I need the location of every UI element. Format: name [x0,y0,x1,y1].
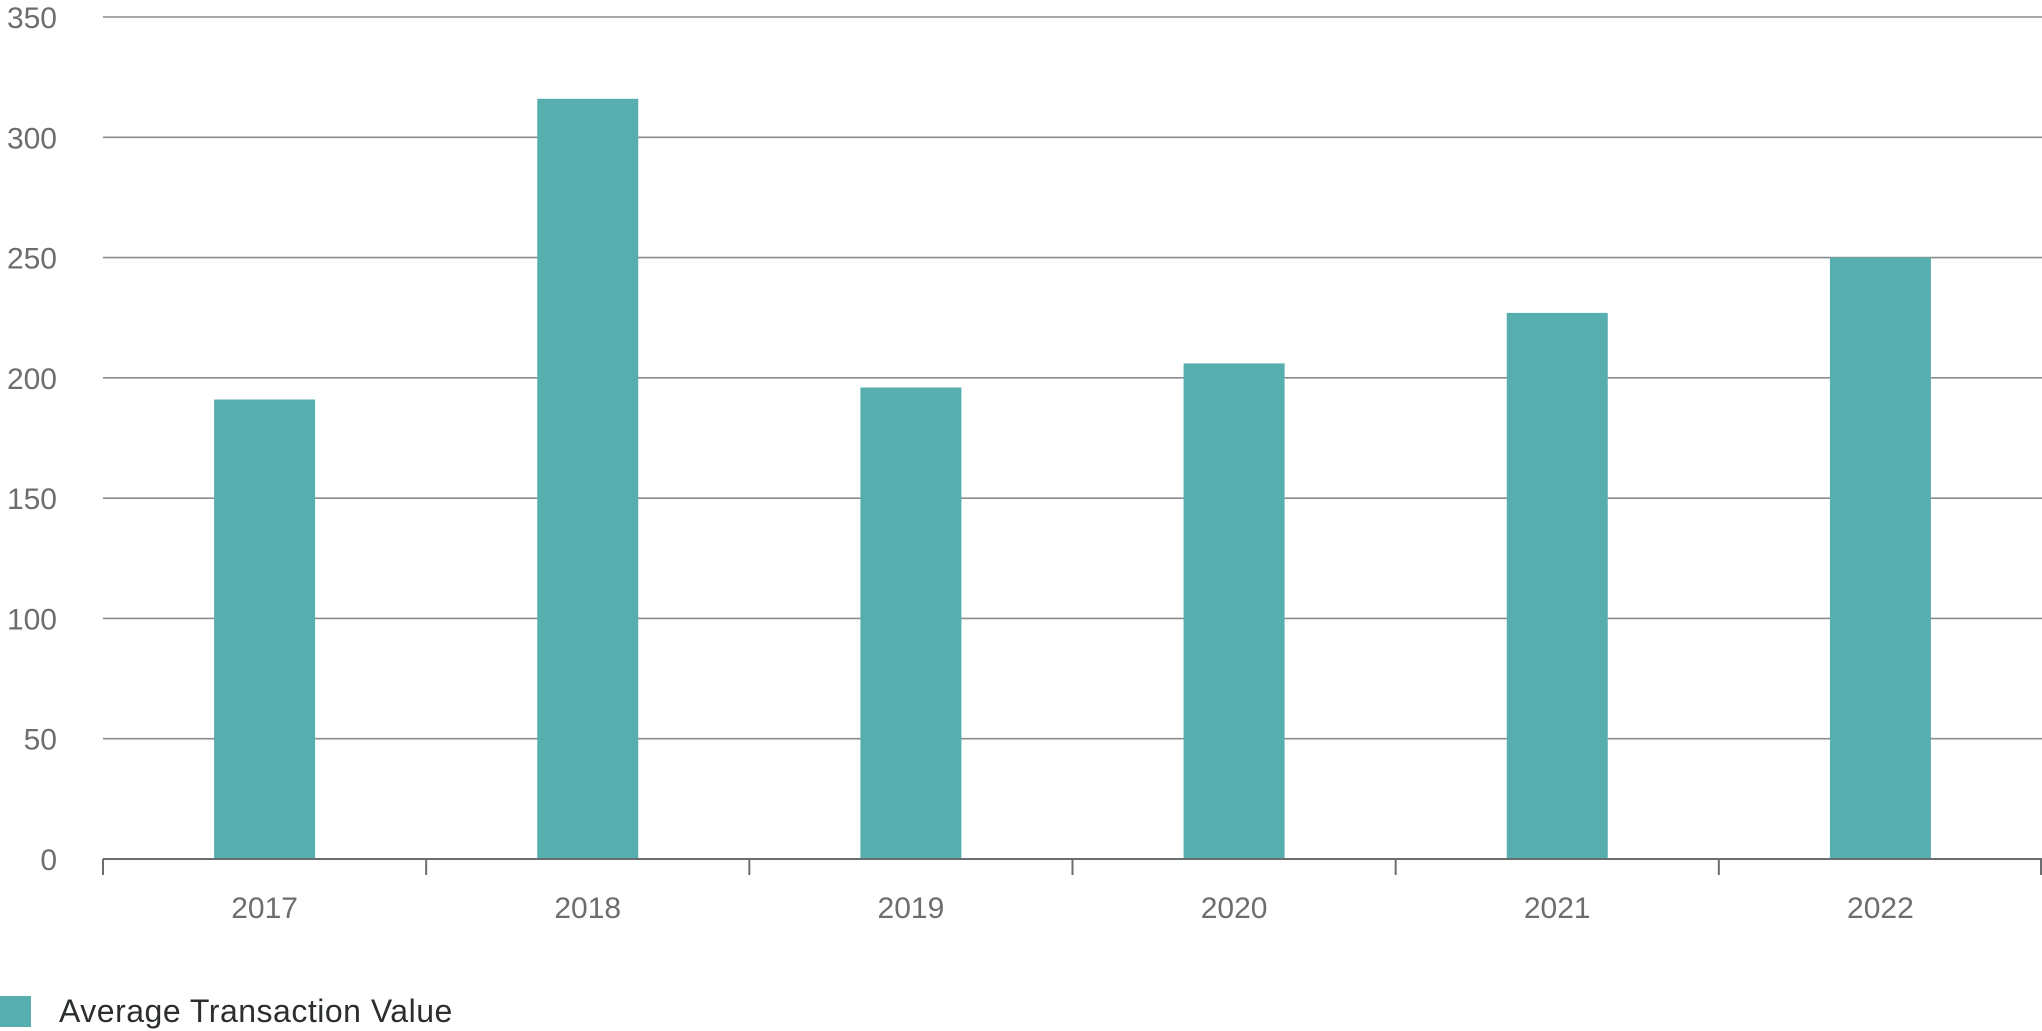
legend-label: Average Transaction Value [59,992,453,1029]
y-axis-tick-labels: 0 50 100 150 200 250 300 350 [7,2,57,877]
x-tick-label: 2019 [878,892,945,925]
bar-2022 [1829,257,1931,860]
x-axis [102,858,2042,875]
gridlines [103,16,2042,740]
bar-2017 [214,399,316,859]
x-tick-label: 2022 [1847,892,1914,925]
bar-2018 [537,98,639,859]
legend-swatch [0,995,31,1027]
y-tick-label: 0 [40,844,57,877]
x-tick-label: 2021 [1524,892,1591,925]
y-tick-label: 100 [7,603,57,636]
x-tick-label: 2017 [231,892,298,925]
x-tick-label: 2018 [554,892,621,925]
y-tick-label: 50 [24,724,57,757]
bar-2020 [1183,363,1285,859]
bars [214,98,1931,860]
y-tick-label: 150 [7,483,57,516]
y-tick-label: 250 [7,243,57,276]
y-tick-label: 350 [7,2,57,35]
legend: Average Transaction Value [0,991,453,1031]
y-tick-label: 200 [7,363,57,396]
bar-2019 [860,387,962,859]
x-axis-tick-labels: 2017 2018 2019 2020 2021 2022 [231,892,1914,925]
bar-2021 [1506,312,1608,860]
y-tick-label: 300 [7,122,57,155]
x-tick-label: 2020 [1201,892,1268,925]
